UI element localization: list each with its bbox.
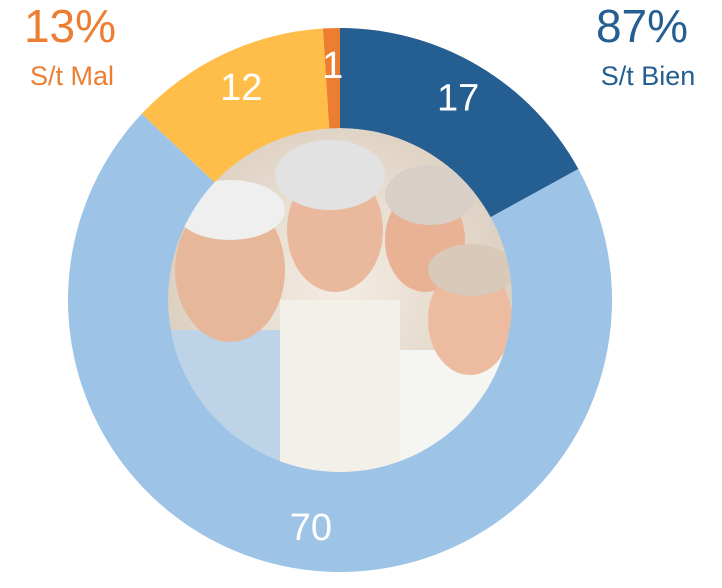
data-label: 17 (437, 77, 479, 119)
data-label: 70 (290, 507, 332, 549)
summary-name: S/t Mal (30, 61, 114, 91)
data-label: 12 (220, 67, 262, 109)
donut-slice (68, 113, 613, 572)
summary-name: S/t Bien (601, 61, 696, 91)
summary-value: 13% (24, 0, 116, 52)
data-label: 1 (322, 45, 343, 87)
donut (68, 28, 613, 572)
summary-value: 87% (596, 0, 688, 52)
photo (168, 128, 512, 472)
donut-slice (340, 28, 579, 219)
donut-slice (141, 28, 330, 184)
labels: 17 70 12 1 13% S/t Mal 87% S/t Bien (24, 0, 695, 549)
donut-slice (322, 28, 340, 131)
